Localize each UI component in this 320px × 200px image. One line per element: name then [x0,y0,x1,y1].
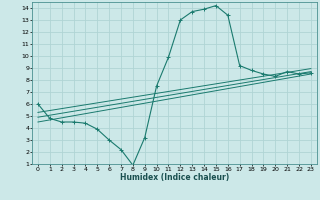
X-axis label: Humidex (Indice chaleur): Humidex (Indice chaleur) [120,173,229,182]
